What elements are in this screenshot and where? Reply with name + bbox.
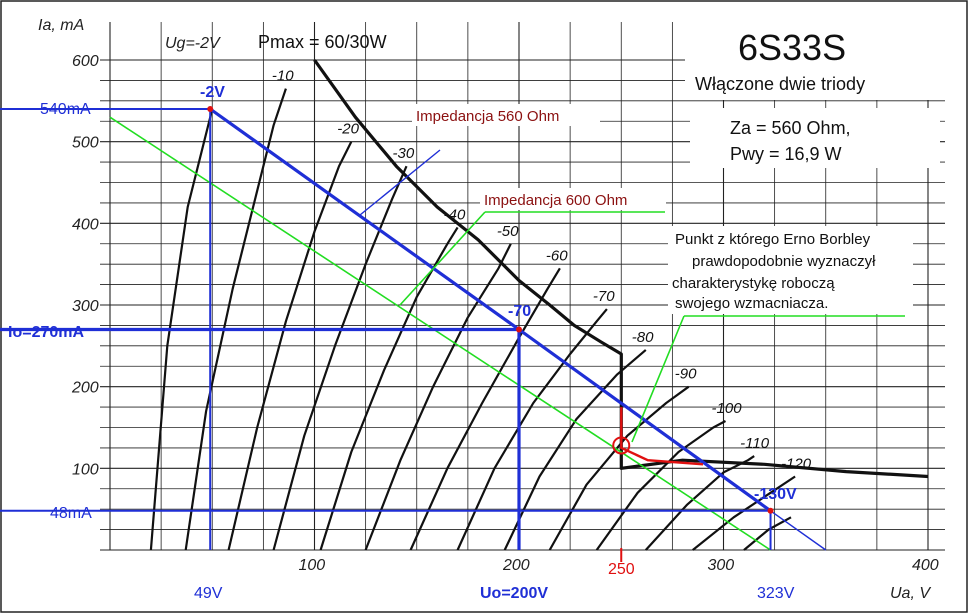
load-line-600	[109, 116, 771, 551]
pmax-curve	[313, 59, 929, 479]
overlays	[0, 59, 929, 562]
grid-curve	[456, 308, 608, 551]
impedance-560-pointer	[359, 149, 441, 216]
y-axis-title: Ia, mA	[38, 17, 84, 34]
legend-text: Ug=-2V	[165, 35, 221, 52]
red-working-curve	[620, 407, 704, 466]
curve-label: -10	[272, 68, 294, 85]
y-tick-label: 200	[71, 380, 99, 397]
x-tick-label: 200	[502, 557, 530, 574]
y-tick-label: 600	[72, 53, 99, 70]
annotation-line-1: Punkt z którego Erno Borbley	[675, 231, 871, 248]
red-circle	[612, 436, 631, 455]
y-tick-label: 100	[72, 461, 99, 478]
io-label: Io=270mA	[8, 324, 84, 341]
chart-title: 6S33S	[738, 27, 846, 68]
curve-label: -50	[497, 223, 519, 240]
max-current-label: 540mA	[40, 101, 91, 118]
x-tick-label: 100	[299, 557, 326, 574]
curve-label: -60	[546, 247, 568, 264]
annotation-line-2: prawdopodobnie wyznaczył	[692, 253, 876, 270]
curve-label: -30	[393, 145, 415, 162]
curve-label: -120	[781, 456, 812, 473]
grid-curve	[319, 226, 459, 551]
op-point-dot	[516, 326, 522, 333]
max-grid-label: -2V	[200, 84, 225, 101]
grid-curve	[272, 165, 408, 551]
curve-label: -80	[632, 329, 654, 346]
uo-label: Uo=200V	[480, 585, 548, 602]
annotation-line-4: swojego wzmacniacza.	[675, 295, 828, 312]
grid-curve	[548, 385, 690, 551]
title-box-bg	[685, 22, 945, 100]
min-current-label: 48mA	[50, 505, 92, 522]
grid-curve	[184, 88, 287, 551]
curve-label: -40	[444, 206, 466, 223]
y-tick-label: 300	[72, 298, 99, 315]
grid-curve	[503, 349, 647, 551]
grid-curve	[692, 475, 796, 551]
grid-curves: -10 -20 -30 -40 -50 -60 -70 -80 -90 -100 -110 -120	[149, 68, 812, 551]
impedance-560-label: Impedancja 560 Ohm	[416, 108, 559, 125]
spec-line-1: Za = 560 Ohm,	[730, 118, 851, 138]
impedance-600-bg	[480, 188, 666, 210]
grid-curve	[227, 141, 353, 551]
max-point-dot	[207, 106, 214, 112]
x-tick-label: 400	[912, 557, 939, 574]
impedance-560-bg	[412, 104, 600, 126]
max-voltage-label: 49V	[194, 585, 223, 602]
curve-label: -70	[593, 288, 615, 305]
grid-curve	[149, 108, 214, 551]
labels: Ia, mA Ua, V Ug=-2V Pmax = 60/30W 6S33S …	[8, 17, 945, 602]
x-axis-title: Ua, V	[890, 585, 931, 602]
pmax-label: Pmax = 60/30W	[258, 32, 387, 52]
x-tick-label: 300	[708, 557, 735, 574]
grid-curve	[644, 455, 755, 551]
y-tick-label: 500	[72, 135, 99, 152]
load-line-560-tail	[770, 510, 827, 551]
impedance-600-label: Impedancja 600 Ohm	[484, 192, 627, 209]
impedance-600-pointer	[399, 211, 486, 306]
annotation-line-3: charakterystykę roboczą	[672, 275, 835, 292]
min-point-dot	[767, 507, 774, 514]
op-grid-label: -70	[508, 303, 531, 320]
grid-curve	[595, 420, 727, 551]
min-voltage-label: 323V	[757, 585, 795, 602]
curve-label: -20	[337, 121, 359, 138]
annotation-pointer	[631, 315, 685, 443]
red-voltage-label: 250	[608, 561, 635, 578]
curve-label: -100	[712, 400, 743, 417]
min-grid-label: -130V	[754, 486, 797, 503]
annotation-bg	[668, 226, 913, 314]
curve-label: -110	[740, 435, 770, 452]
curve-label: -90	[675, 366, 697, 383]
spec-box-bg	[690, 108, 940, 168]
grid-curve	[409, 267, 561, 551]
grid-curve	[743, 516, 792, 551]
y-tick-label: 400	[72, 216, 99, 233]
spec-line-2: Pwy = 16,9 W	[730, 144, 842, 164]
chart-subtitle: Włączone dwie triody	[695, 74, 865, 94]
